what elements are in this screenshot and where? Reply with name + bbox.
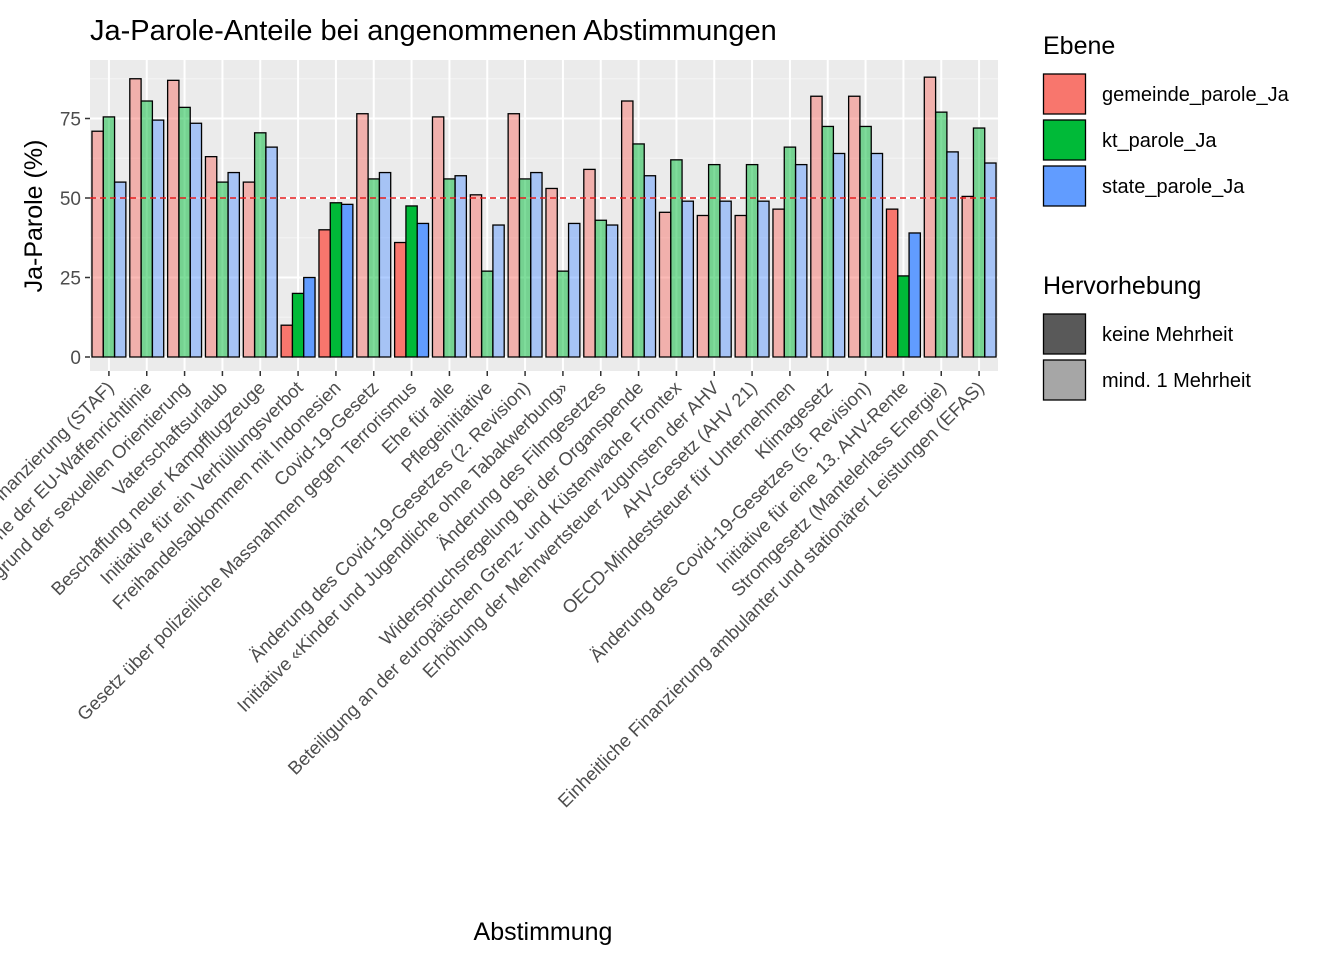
bar-state_parole_Ja-2: [189, 122, 203, 358]
bar-gemeinde_parole_Ja-11: [507, 113, 521, 358]
y-axis-title: Ja-Parole (%): [20, 140, 48, 293]
bar-kt_parole_Ja-17: [745, 163, 759, 358]
legend-title-ebene: Ebene: [1043, 32, 1115, 60]
bar-kt_parole_Ja-5: [291, 292, 305, 358]
bar-state_parole_Ja-12: [567, 222, 581, 358]
bar-state_parole_Ja-9: [454, 175, 468, 358]
bar-gemeinde_parole_Ja-14: [620, 100, 634, 358]
bar-state_parole_Ja-19: [832, 152, 846, 358]
bar-kt_parole_Ja-7: [367, 178, 381, 358]
bar-state_parole_Ja-15: [681, 200, 695, 358]
bar-kt_parole_Ja-21: [897, 275, 910, 358]
bar-gemeinde_parole_Ja-21: [885, 208, 899, 358]
bar-gemeinde_parole_Ja-8: [393, 241, 407, 358]
bar-state_parole_Ja-8: [416, 222, 430, 358]
bar-state_parole_Ja-22: [946, 151, 959, 358]
x-axis: Steuerreform und AHV-Finanzierung (STAF)…: [0, 371, 988, 811]
bar-kt_parole_Ja-22: [934, 111, 948, 358]
bar-gemeinde_parole_Ja-17: [734, 214, 748, 358]
bar-kt_parole_Ja-12: [556, 270, 570, 358]
bar-kt_parole_Ja-18: [783, 146, 797, 358]
bar-kt_parole_Ja-1: [140, 100, 154, 358]
bar-gemeinde_parole_Ja-23: [961, 195, 975, 358]
bar-state_parole_Ja-5: [303, 276, 316, 358]
bar-kt_parole_Ja-16: [707, 163, 721, 358]
bar-kt_parole_Ja-13: [594, 219, 608, 358]
chart-title: Ja-Parole-Anteile bei angenommenen Absti…: [90, 15, 777, 47]
bar-gemeinde_parole_Ja-22: [923, 76, 937, 358]
bar-gemeinde_parole_Ja-20: [847, 95, 861, 358]
bar-gemeinde_parole_Ja-0: [91, 130, 104, 358]
legend-label-gemeinde_parole_Ja: gemeinde_parole_Ja: [1102, 84, 1290, 106]
legend-key-state_parole_Ja: [1042, 165, 1087, 207]
legend-ebene-items: gemeinde_parole_Ja kt_parole_Ja state_paro…: [1042, 73, 1290, 207]
bar-state_parole_Ja-16: [719, 200, 732, 358]
bar-state_parole_Ja-14: [643, 175, 657, 358]
y-tick-label: 50: [60, 189, 81, 210]
legend-label-kt_parole_Ja: kt_parole_Ja: [1102, 130, 1217, 152]
bar-kt_parole_Ja-6: [329, 202, 343, 358]
y-tick-label: 75: [60, 110, 81, 131]
bar-gemeinde_parole_Ja-2: [166, 79, 180, 358]
bar-state_parole_Ja-23: [984, 162, 997, 358]
bar-state_parole_Ja-11: [530, 171, 543, 358]
bar-state_parole_Ja-0: [113, 181, 127, 358]
bar-gemeinde_parole_Ja-18: [772, 208, 785, 358]
legend-label-hervorhebung-0: keine Mehrheit: [1102, 324, 1234, 346]
bar-gemeinde_parole_Ja-9: [431, 116, 445, 358]
legend-label-state_parole_Ja: state_parole_Ja: [1102, 176, 1245, 198]
bar-gemeinde_parole_Ja-19: [810, 95, 823, 358]
legend-label-hervorhebung-1: mind. 1 Mehrheit: [1102, 370, 1251, 392]
bar-kt_parole_Ja-19: [821, 125, 835, 358]
legend-key-gemeinde_parole_Ja: [1042, 73, 1087, 115]
bar-state_parole_Ja-20: [870, 152, 884, 358]
y-axis: 0 25 50 75: [60, 110, 90, 369]
bar-kt_parole_Ja-9: [443, 178, 456, 358]
bar-gemeinde_parole_Ja-3: [204, 156, 218, 358]
legend-key-kt_parole_Ja: [1042, 119, 1087, 161]
bar-state_parole_Ja-4: [265, 146, 278, 358]
bar-kt_parole_Ja-0: [102, 116, 116, 358]
bar-state_parole_Ja-13: [605, 224, 619, 358]
y-tick-label: 25: [60, 269, 81, 290]
bars: [91, 76, 997, 358]
bar-state_parole_Ja-21: [908, 232, 922, 358]
bar-gemeinde_parole_Ja-6: [318, 229, 331, 358]
bar-gemeinde_parole_Ja-5: [280, 324, 294, 358]
bar-kt_parole_Ja-11: [518, 178, 532, 358]
bar-gemeinde_parole_Ja-10: [469, 194, 483, 358]
bar-state_parole_Ja-18: [794, 163, 808, 358]
legend: Ebene gemeinde_parole_Ja kt_parole_Jastat…: [1042, 32, 1290, 401]
legend-hervorhebung-items: keine Mehrheit mind. 1 Mehrheit: [1042, 313, 1251, 401]
y-tick-label: 0: [70, 348, 81, 369]
bar-state_parole_Ja-17: [757, 200, 770, 358]
bar-kt_parole_Ja-2: [178, 106, 191, 358]
plot-panel: [90, 60, 998, 371]
legend-title-hervorhebung: Hervorhebung: [1043, 272, 1201, 300]
bar-gemeinde_parole_Ja-7: [356, 113, 369, 358]
bar-state_parole_Ja-7: [378, 171, 392, 358]
legend-key-hervorhebung-0: [1042, 313, 1087, 355]
bar-kt_parole_Ja-20: [859, 125, 872, 358]
bar-gemeinde_parole_Ja-15: [658, 211, 672, 358]
bar-kt_parole_Ja-8: [405, 205, 418, 358]
bar-kt_parole_Ja-23: [972, 127, 986, 358]
bar-state_parole_Ja-10: [492, 224, 505, 358]
bar-gemeinde_parole_Ja-12: [545, 187, 558, 358]
bar-gemeinde_parole_Ja-16: [696, 214, 710, 358]
bar-state_parole_Ja-1: [151, 119, 165, 358]
legend-key-hervorhebung-1: [1042, 359, 1087, 401]
x-axis-title: Abstimmung: [474, 918, 613, 946]
bar-gemeinde_parole_Ja-1: [129, 78, 142, 358]
bar-kt_parole_Ja-3: [216, 181, 229, 358]
bar-state_parole_Ja-3: [227, 171, 241, 358]
bar-state_parole_Ja-6: [340, 203, 354, 358]
bar-kt_parole_Ja-15: [670, 159, 683, 358]
bar-gemeinde_parole_Ja-4: [242, 181, 256, 358]
bar-kt_parole_Ja-4: [253, 132, 267, 358]
bar-kt_parole_Ja-14: [632, 143, 645, 358]
bar-kt_parole_Ja-10: [480, 270, 494, 358]
